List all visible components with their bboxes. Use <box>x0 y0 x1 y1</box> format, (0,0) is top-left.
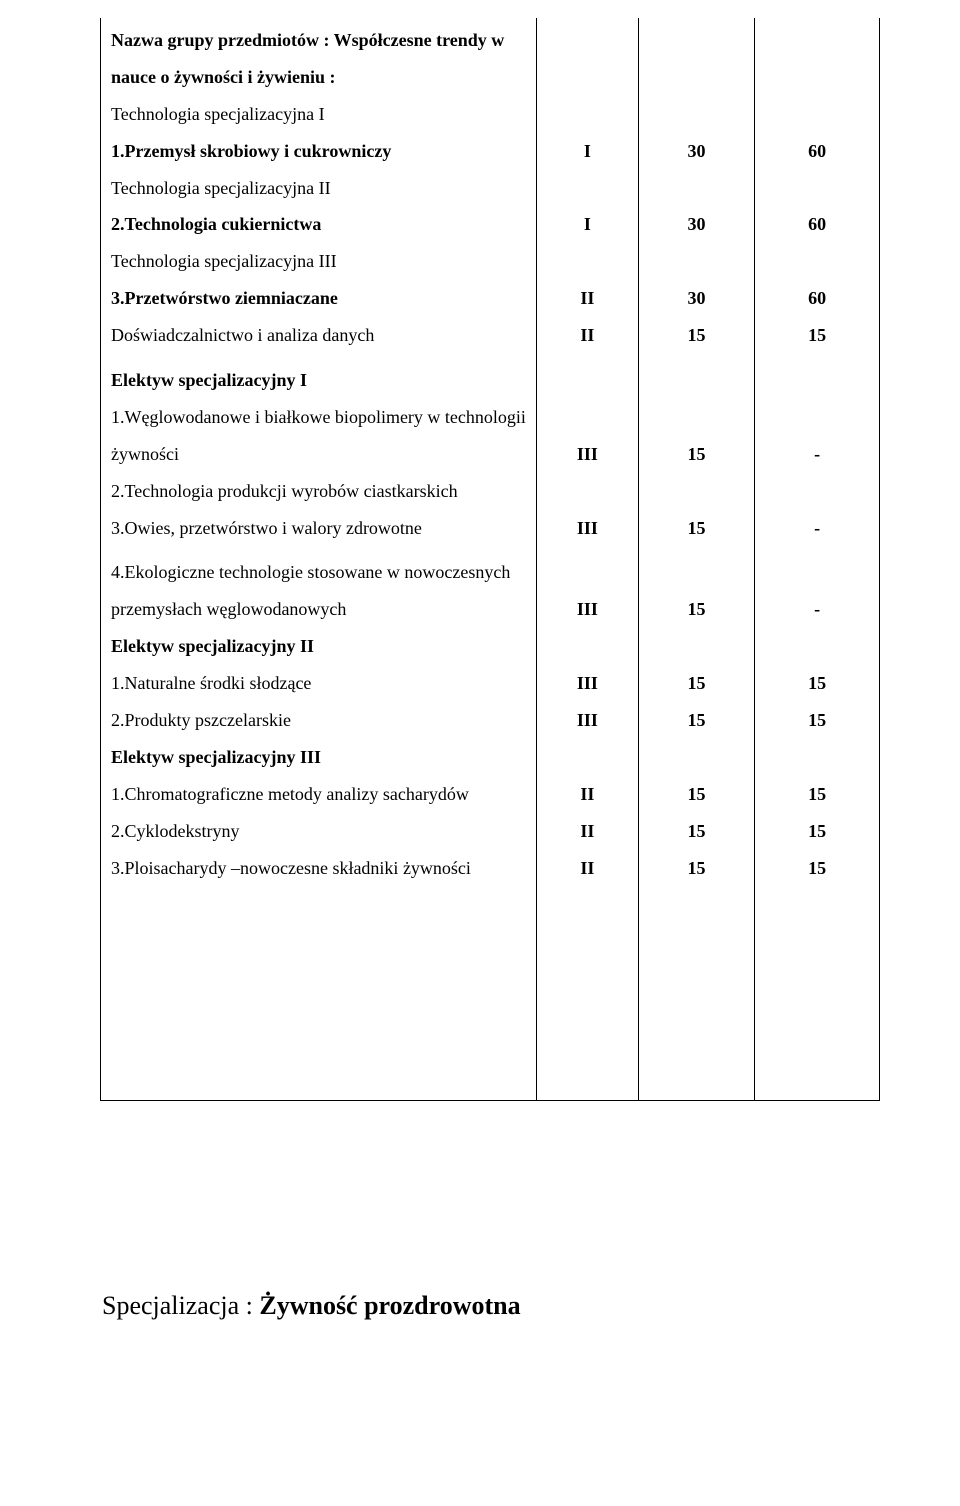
cell-value: 15 <box>808 710 826 730</box>
group-description: Elektyw specjalizacyjny I 1.Węglowodanow… <box>101 358 536 550</box>
cell-value: II <box>580 821 594 841</box>
cell-value: 60 <box>808 288 826 308</box>
group-heading-line: Nazwa grupy przedmiotów : Współczesne tr… <box>111 30 504 50</box>
cell-value: 15 <box>687 784 705 804</box>
course-table: Nazwa grupy przedmiotów : Współczesne tr… <box>100 18 880 1101</box>
course-item: 1.Przemysł skrobiowy i cukrowniczy <box>111 141 391 161</box>
table-row: Elektyw specjalizacyjny I 1.Węglowodanow… <box>101 358 880 550</box>
value-column: 60 60 60 15 <box>755 18 879 358</box>
cell-value: 15 <box>808 858 826 878</box>
cell-value: 60 <box>808 214 826 234</box>
course-item-line: 2.Cyklodekstryny <box>111 821 240 841</box>
elective-heading: Elektyw specjalizacyjny II <box>111 636 314 656</box>
course-item-line: 1.Węglowodanowe i białkowe biopolimery w… <box>111 407 526 427</box>
cell-value: 15 <box>808 821 826 841</box>
spec-subheading: Technologia specjalizacyjna III <box>111 251 337 271</box>
cell-value: - <box>814 599 820 619</box>
table-row-empty <box>101 890 880 1100</box>
specialization-footer: Specjalizacja : Żywność prozdrowotna <box>100 1291 880 1321</box>
value-column: 30 30 30 15 <box>639 18 755 358</box>
cell-value: 15 <box>687 599 705 619</box>
cell-value: 15 <box>808 325 826 345</box>
cell-value: III <box>577 599 598 619</box>
course-item-line: 4.Ekologiczne technologie stosowane w no… <box>111 562 510 582</box>
table-row: 4.Ekologiczne technologie stosowane w no… <box>101 550 880 890</box>
group-heading-line: nauce o żywności i żywieniu : <box>111 67 336 87</box>
cell-value: 30 <box>687 214 705 234</box>
elective-heading: Elektyw specjalizacyjny I <box>111 370 307 390</box>
cell-value: - <box>814 518 820 538</box>
cell-value: III <box>577 444 598 464</box>
cell-value: III <box>577 710 598 730</box>
cell-value: III <box>577 518 598 538</box>
course-item: Doświadczalnictwo i analiza danych <box>111 325 374 345</box>
course-item-line: 3.Owies, przetwórstwo i walory zdrowotne <box>111 518 422 538</box>
course-item-line: 3.Ploisacharydy –nowoczesne składniki ży… <box>111 858 471 878</box>
table-row: Nazwa grupy przedmiotów : Współczesne tr… <box>101 18 880 358</box>
course-item-line: 2.Technologia produkcji wyrobów ciastkar… <box>111 481 458 501</box>
cell-value: 15 <box>687 518 705 538</box>
cell-value: II <box>580 325 594 345</box>
cell-value: 15 <box>808 784 826 804</box>
course-item-line: 1.Naturalne środki słodzące <box>111 673 311 693</box>
cell-value: 15 <box>687 821 705 841</box>
cell-value: II <box>580 784 594 804</box>
cell-value: III <box>577 673 598 693</box>
cell-value: I <box>584 141 591 161</box>
spec-subheading: Technologia specjalizacyjna II <box>111 178 331 198</box>
course-item-line: 2.Produkty pszczelarskie <box>111 710 291 730</box>
course-item-line: przemysłach węglowodanowych <box>111 599 346 619</box>
value-column: 15 15 <box>639 358 755 550</box>
footer-title: Żywność prozdrowotna <box>259 1291 520 1320</box>
elective-heading: Elektyw specjalizacyjny III <box>111 747 321 767</box>
cell-value: II <box>580 288 594 308</box>
cell-value: 15 <box>687 325 705 345</box>
cell-value: 15 <box>687 858 705 878</box>
footer-label: Specjalizacja : <box>102 1291 259 1320</box>
cell-value: I <box>584 214 591 234</box>
cell-value: - <box>814 444 820 464</box>
value-column: 15 15 15 15 15 15 <box>639 550 755 890</box>
value-column: I I II II <box>537 18 637 358</box>
course-item-line: żywności <box>111 444 179 464</box>
course-item-line: 1.Chromatograficzne metody analizy sacha… <box>111 784 469 804</box>
value-column: - - <box>755 358 879 550</box>
cell-value: 15 <box>687 710 705 730</box>
group-description: 4.Ekologiczne technologie stosowane w no… <box>101 550 536 890</box>
group-description: Nazwa grupy przedmiotów : Współczesne tr… <box>101 18 536 358</box>
cell-value: 15 <box>687 444 705 464</box>
cell-value: 60 <box>808 141 826 161</box>
course-item: 3.Przetwórstwo ziemniaczane <box>111 288 338 308</box>
cell-value: 15 <box>687 673 705 693</box>
document-page: Nazwa grupy przedmiotów : Współczesne tr… <box>0 0 960 1361</box>
course-item: 2.Technologia cukiernictwa <box>111 214 321 234</box>
cell-value: 15 <box>808 673 826 693</box>
cell-value: II <box>580 858 594 878</box>
value-column: III III III II II II <box>537 550 637 890</box>
cell-value: 30 <box>687 288 705 308</box>
value-column: - 15 15 15 15 15 <box>755 550 879 890</box>
spec-subheading: Technologia specjalizacyjna I <box>111 104 325 124</box>
cell-value: 30 <box>687 141 705 161</box>
value-column: III III <box>537 358 637 550</box>
